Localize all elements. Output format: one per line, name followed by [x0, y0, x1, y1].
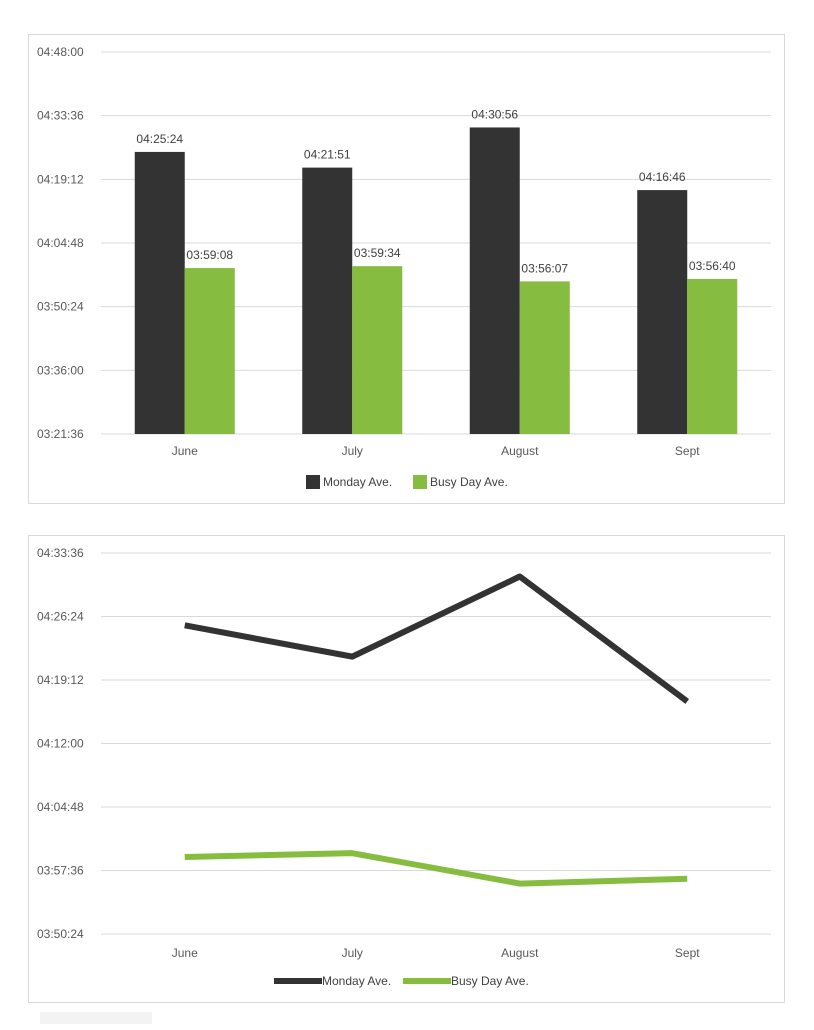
y-tick-label: 03:36:00: [37, 363, 84, 377]
x-tick-label: June: [172, 946, 198, 960]
y-tick-label: 04:12:00: [37, 737, 84, 751]
data-label: 04:25:24: [136, 132, 183, 146]
bar-busy-day: [352, 266, 403, 434]
legend-swatch-monday: [306, 475, 320, 489]
data-label: 04:16:46: [639, 170, 686, 184]
y-tick-label: 04:33:36: [37, 546, 84, 560]
series-line-monday: [184, 573, 690, 704]
y-tick-label: 04:04:48: [37, 236, 84, 250]
legend-swatch-busy-day: [413, 475, 427, 489]
bar-chart-panel: 03:21:36 03:36:00 03:50:24 04:04:48 04:19:12…: [28, 34, 785, 504]
legend-label: Busy Day Ave.: [430, 475, 508, 489]
y-tick-label: 03:57:36: [37, 864, 84, 878]
x-tick-label: August: [501, 444, 539, 458]
faint-footer-mark: [40, 1012, 152, 1024]
data-label: 03:59:08: [186, 248, 233, 262]
y-tick-label: 04:04:48: [37, 800, 84, 814]
y-tick-label: 04:19:12: [37, 673, 84, 687]
x-tick-label: Sept: [675, 444, 700, 458]
legend-label: Monday Ave.: [322, 974, 391, 988]
bar-busy-day: [519, 281, 570, 434]
data-label: 03:56:40: [689, 259, 736, 273]
legend-label: Busy Day Ave.: [451, 974, 529, 988]
bar-busy-day: [687, 278, 738, 434]
data-label: 04:30:56: [471, 107, 518, 121]
bar-monday: [134, 151, 185, 434]
line-chart: 03:50:24 03:57:36 04:04:48 04:12:00 04:19:12…: [37, 546, 771, 988]
data-label: 04:21:51: [304, 148, 351, 162]
y-tick-label: 03:21:36: [37, 427, 84, 441]
data-label: 03:59:34: [354, 246, 401, 260]
y-tick-label: 03:50:24: [37, 300, 84, 314]
x-tick-label: August: [501, 946, 539, 960]
y-tick-label: 03:50:24: [37, 927, 84, 941]
bar-busy-day: [184, 268, 235, 434]
y-tick-label: 04:48:00: [37, 45, 84, 59]
bar-monday: [469, 127, 520, 434]
series-line-busy-day: [184, 850, 688, 887]
y-tick-label: 04:33:36: [37, 109, 84, 123]
data-label: 03:56:07: [521, 261, 568, 275]
x-tick-label: June: [172, 444, 198, 458]
bar-monday: [637, 190, 688, 434]
line-chart-panel: 03:50:24 03:57:36 04:04:48 04:12:00 04:19:12…: [28, 535, 785, 1003]
x-tick-label: July: [342, 946, 363, 960]
x-tick-label: Sept: [675, 946, 700, 960]
x-tick-label: July: [342, 444, 363, 458]
bar-chart: 03:21:36 03:36:00 03:50:24 04:04:48 04:19:12…: [37, 45, 771, 489]
bar-monday: [302, 167, 353, 435]
y-tick-label: 04:26:24: [37, 610, 84, 624]
y-tick-label: 04:19:12: [37, 172, 84, 186]
legend-label: Monday Ave.: [323, 475, 392, 489]
